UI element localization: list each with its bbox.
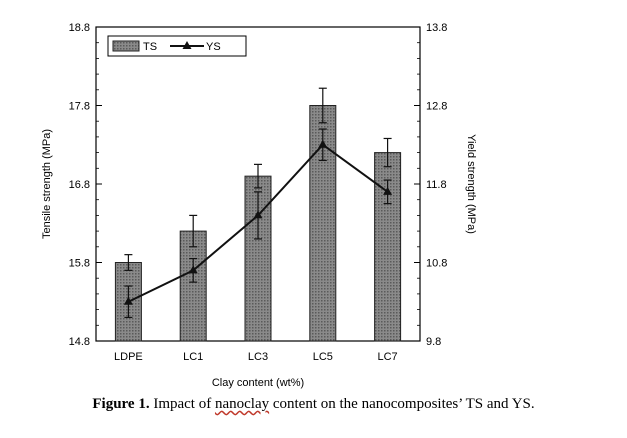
x-axis-title: Clay content (wt%) (212, 377, 304, 389)
y-right-tick-label: 12.8 (426, 101, 447, 113)
legend-ys-marker (182, 41, 192, 49)
ys-point (123, 296, 133, 305)
y-left-tick-label: 18.8 (69, 22, 90, 34)
legend-ts-swatch (112, 40, 140, 52)
y-right-tick-label: 9.8 (426, 336, 441, 348)
legend-ys-label: YS (206, 41, 221, 53)
x-tick-label: LC7 (378, 351, 398, 363)
y-right-axis-title: Yield strength (MPa) (465, 134, 477, 234)
ys-point (253, 210, 263, 219)
legend-ts-label: TS (143, 41, 157, 53)
y-left-tick-label: 17.8 (69, 101, 90, 113)
x-tick-label: LDPE (114, 351, 143, 363)
caption-text-post: content on the nanocomposites’ TS and YS… (269, 396, 535, 412)
caption-label: Figure 1. (92, 396, 150, 412)
y-left-tick-label: 14.8 (69, 336, 90, 348)
y-right-tick-label: 10.8 (426, 258, 447, 270)
y-right-tick-label: 13.8 (426, 22, 447, 34)
figure-caption: Figure 1. Impact of nanoclay content on … (0, 396, 627, 413)
x-tick-label: LC3 (248, 351, 268, 363)
ys-point (188, 265, 198, 274)
caption-text-pre: Impact of (149, 396, 215, 412)
y-left-axis-title: Tensile strength (MPa) (41, 129, 53, 239)
y-left-tick-label: 16.8 (69, 179, 90, 191)
y-left-tick-label: 15.8 (69, 258, 90, 270)
chart: 14.8 15.8 16.8 17.8 18.8 9.8 10.8 11.8 12.8 13.8 L… (41, 22, 477, 389)
x-tick-label: LC1 (183, 351, 203, 363)
x-tick-label: LC5 (313, 351, 333, 363)
y-right-tick-label: 11.8 (426, 179, 447, 191)
ys-point (318, 139, 328, 148)
ys-point (383, 186, 393, 195)
ts-bar (179, 230, 207, 342)
caption-text-term: nanoclay (214, 396, 270, 412)
